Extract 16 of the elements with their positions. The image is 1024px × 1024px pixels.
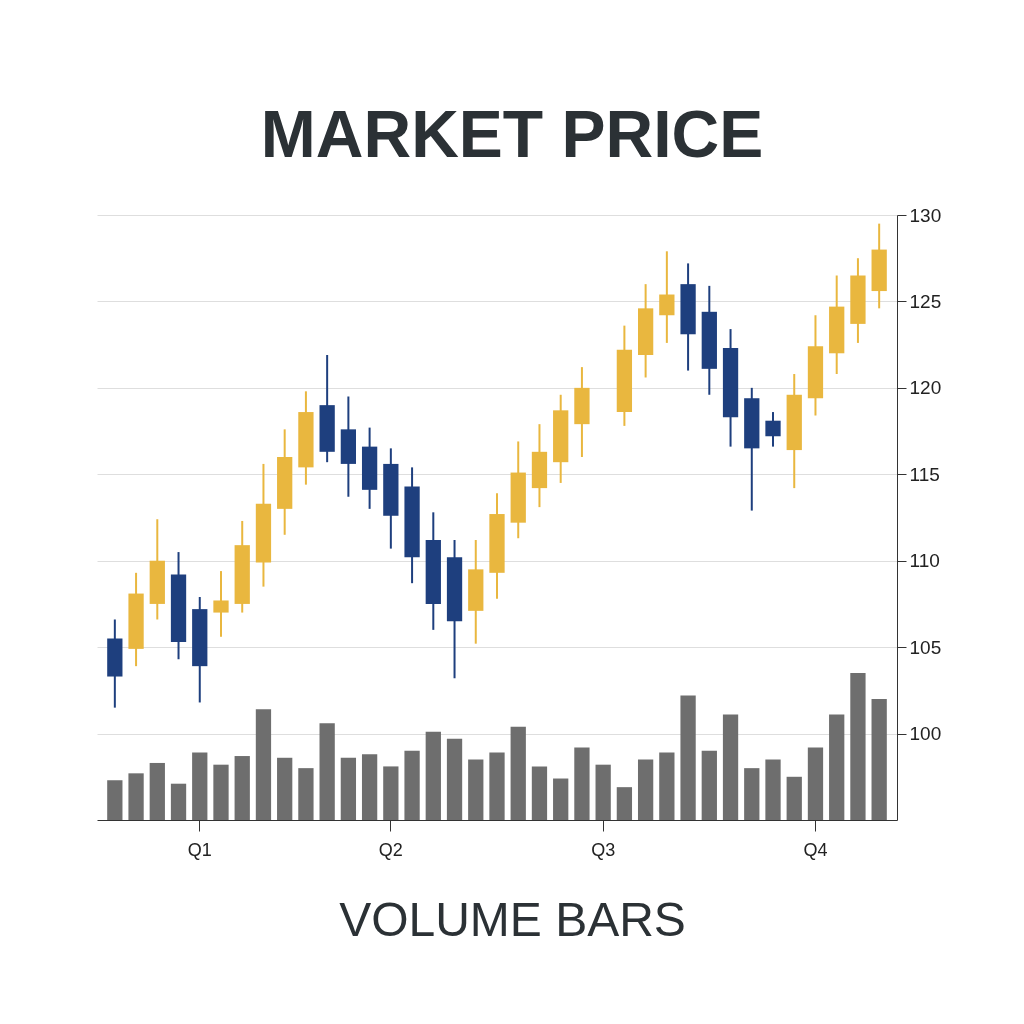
candlestick xyxy=(213,570,229,638)
y-tick-label: 115 xyxy=(909,463,940,485)
chart-title: MARKET PRICE xyxy=(260,97,764,171)
y-tick-label: 120 xyxy=(909,377,942,399)
x-tick-label: Q1 xyxy=(187,839,212,860)
y-tick-label: 130 xyxy=(909,204,942,226)
x-tick-label: Q4 xyxy=(803,839,828,860)
x-axis-title: VOLUME BARS xyxy=(339,892,686,946)
y-tick-label: 105 xyxy=(909,636,942,658)
candlestick xyxy=(659,250,675,344)
x-tick-label: Q2 xyxy=(378,839,403,860)
x-tick-label: Q3 xyxy=(591,839,616,860)
y-tick-label: 100 xyxy=(909,723,942,745)
candlestick xyxy=(765,411,781,448)
y-tick-label: 125 xyxy=(909,290,942,312)
y-tick-label: 110 xyxy=(909,550,940,572)
